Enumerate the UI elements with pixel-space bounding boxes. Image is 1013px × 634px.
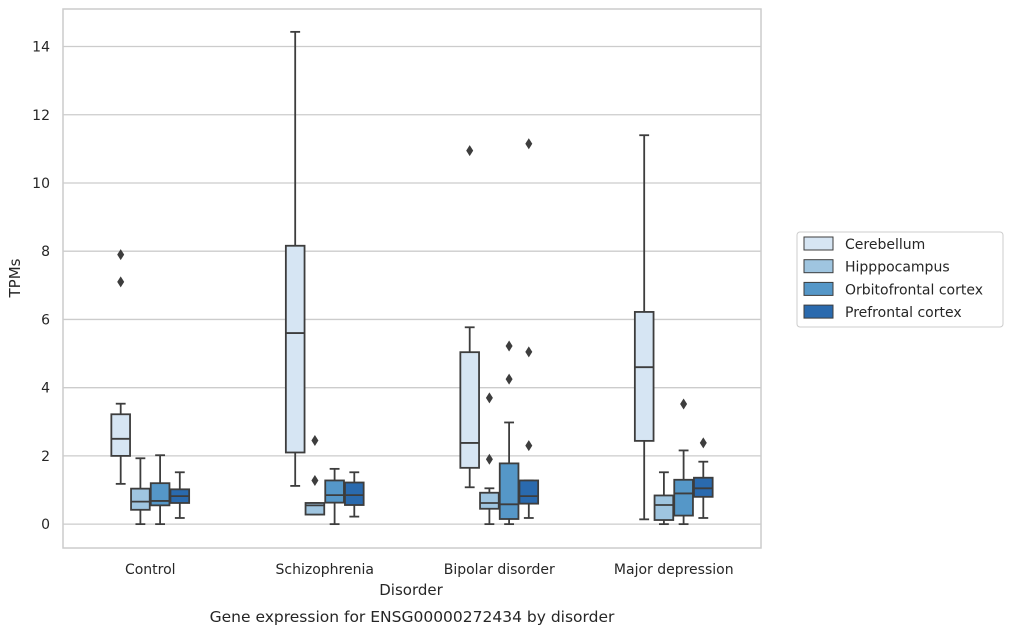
box-2-3	[518, 138, 540, 519]
x-tick-label: Bipolar disorder	[444, 562, 555, 578]
legend: Cerebellum Hipppocampus Orbitofrontal cort…	[796, 231, 1004, 328]
chart-title: Gene expression for ENSG00000272434 by d…	[210, 608, 615, 626]
outlier-point	[485, 453, 493, 465]
outlier-point	[311, 474, 319, 486]
x-axis-label: Disorder	[379, 581, 443, 599]
box-series	[110, 30, 714, 526]
outlier-point	[505, 373, 513, 385]
outlier-point	[466, 145, 474, 157]
box-2-0	[459, 145, 480, 489]
y-tick-label: 14	[32, 40, 50, 56]
outlier-point	[699, 437, 707, 449]
outlier-point	[525, 346, 533, 358]
y-tick-label: 6	[41, 312, 50, 328]
outlier-point	[525, 440, 533, 452]
box-0-3	[169, 471, 191, 519]
y-tick-label: 0	[41, 517, 50, 533]
outlier-point	[117, 249, 125, 261]
box-rect	[518, 479, 540, 505]
y-axis-label: TPMs	[6, 258, 24, 298]
legend-frame	[796, 231, 1004, 328]
x-tick-label: Schizophrenia	[276, 562, 374, 578]
outlier-point	[680, 398, 688, 410]
box-1-3	[344, 471, 365, 518]
plot-background	[63, 9, 761, 548]
y-gridlines	[63, 45, 761, 525]
y-tick-label: 2	[41, 449, 50, 465]
outlier-point	[485, 392, 493, 404]
box-1-0	[284, 30, 306, 487]
legend-swatch	[803, 259, 834, 274]
box-3-3	[693, 437, 714, 519]
box-1-1	[304, 435, 326, 516]
box-rect	[110, 413, 131, 457]
box-1-2	[324, 467, 345, 526]
box-3-0	[633, 134, 655, 521]
plot-frame	[62, 8, 762, 549]
x-tick-labels: Control Schizophrenia Bipolar disorder Majo…	[125, 562, 734, 578]
box-2-2	[498, 340, 520, 526]
box-rect	[324, 479, 345, 504]
box-0-2	[149, 454, 171, 526]
box-rect	[344, 481, 365, 506]
legend-label: Orbitofrontal cortex	[845, 282, 983, 298]
box-rect	[693, 476, 714, 498]
box-0-0	[110, 249, 131, 485]
box-rect	[479, 491, 500, 510]
outlier-point	[117, 276, 125, 288]
y-tick-label: 12	[32, 108, 50, 124]
y-tick-label: 4	[41, 381, 50, 397]
box-rect	[304, 502, 326, 516]
box-rect	[673, 478, 694, 517]
legend-swatch	[803, 304, 834, 319]
outlier-point	[525, 138, 533, 150]
outlier-point	[505, 340, 513, 352]
box-3-2	[673, 398, 694, 526]
box-rect	[459, 351, 480, 469]
legend-label: Cerebellum	[845, 237, 925, 253]
outlier-point	[311, 435, 319, 447]
legend-swatch	[803, 236, 834, 251]
legend-label: Prefrontal cortex	[845, 305, 962, 321]
box-3-1	[653, 471, 675, 526]
y-tick-label: 10	[32, 176, 50, 192]
box-rect	[149, 482, 171, 507]
y-tick-labels: 0 2 4 6 8 10 12 14	[32, 40, 50, 534]
box-rect	[653, 494, 675, 521]
legend-label: Hipppocampus	[845, 260, 950, 276]
x-tick-label: Major depression	[614, 562, 734, 578]
box-rect	[284, 244, 306, 454]
box-2-1	[479, 392, 500, 526]
box-0-1	[130, 457, 151, 526]
legend-swatch	[803, 281, 834, 296]
box-rect	[130, 487, 151, 511]
x-tick-label: Control	[125, 562, 176, 578]
box-rect	[633, 311, 655, 442]
box-rect	[498, 462, 520, 520]
y-tick-label: 8	[41, 244, 50, 260]
